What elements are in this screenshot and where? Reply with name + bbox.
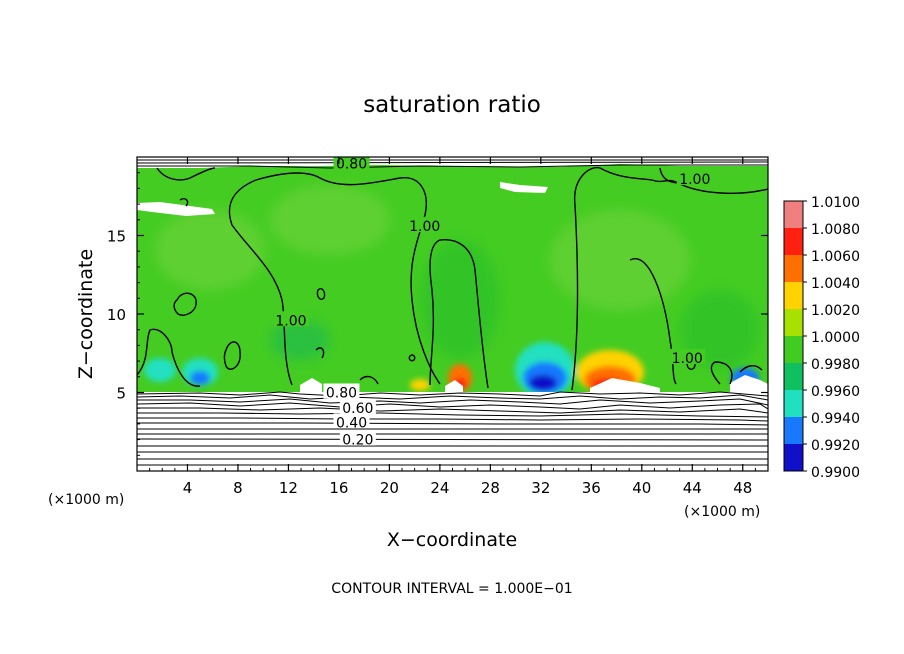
contour-label-bg [272, 311, 309, 327]
colorbar-bin [784, 444, 803, 472]
contour-label-bg [339, 399, 376, 415]
colorbar-bin [784, 201, 803, 229]
contour-label-bg [323, 383, 360, 399]
x-tick-label: 8 [233, 479, 243, 497]
y-axis-label: Z−coordinate [75, 249, 97, 379]
chart-title: saturation ratio [363, 92, 541, 118]
colorbar-bin [784, 228, 803, 256]
x-tick-label: 20 [380, 479, 399, 497]
plot-area: 0.801.001.001.001.000.800.600.400.20 [137, 156, 768, 471]
y-tick-label: 10 [107, 306, 126, 324]
contour-interval-note: CONTOUR INTERVAL = 1.000E−01 [331, 581, 572, 597]
x-tick-label: 4 [183, 479, 193, 497]
y-tick-label: 15 [107, 228, 126, 246]
contour-labels: 0.801.001.001.001.000.800.600.400.20 [275, 156, 710, 449]
colorbar-bin [784, 390, 803, 418]
colorbar-bin [784, 336, 803, 364]
x-unit-right: (×1000 m) [684, 504, 760, 520]
colorbar-label: 1.0020 [811, 303, 860, 319]
colorbar-label: 1.0100 [811, 195, 860, 211]
x-tick-label: 44 [683, 479, 702, 497]
contour-label: 0.60 [342, 401, 373, 417]
contour-label-bg [333, 157, 370, 170]
contour-label: 1.00 [275, 313, 306, 329]
contour-label: 1.00 [409, 219, 440, 235]
x-tick-label: 32 [531, 479, 550, 497]
x-tick-label: 28 [481, 479, 500, 497]
colorbar-label: 0.9920 [811, 438, 860, 454]
contour-label: 0.40 [336, 415, 367, 431]
x-tick-label: 12 [279, 479, 298, 497]
x-axis-label: X−coordinate [387, 529, 517, 551]
x-tick-label: 36 [582, 479, 601, 497]
contour-label-bg [669, 348, 706, 364]
colorbar-bin [784, 309, 803, 337]
contour-label: 0.20 [342, 433, 373, 449]
colorbar-bin [784, 363, 803, 391]
contours-base [137, 159, 768, 466]
contour-label-backgrounds [272, 157, 713, 446]
colorbar-label: 0.9900 [811, 465, 860, 481]
colorbar-label: 1.0000 [811, 330, 860, 346]
x-tick-label: 48 [733, 479, 752, 497]
colorbar-label: 0.9980 [811, 357, 860, 373]
contour-label-bg [339, 430, 376, 446]
y-tick-label: 5 [116, 385, 126, 403]
x-tick-label: 40 [632, 479, 651, 497]
contour-label: 1.00 [672, 351, 703, 367]
colorbar-bin [784, 255, 803, 283]
x-tick-label: 16 [329, 479, 348, 497]
colorbar-label: 1.0040 [811, 276, 860, 292]
contours-100 [137, 166, 768, 391]
colorbar-label: 0.9940 [811, 411, 860, 427]
colorbar-label: 1.0080 [811, 222, 860, 238]
y-axis: 5 10 15 [107, 172, 768, 456]
colorbar-label: 0.9960 [811, 384, 860, 400]
contour-label: 0.80 [326, 386, 357, 402]
colorbar: 1.0100 1.0080 1.0060 1.0040 1.0020 1.0000 0.99… [783, 195, 860, 481]
colorbar-label: 1.0060 [811, 249, 860, 265]
colorbar-bin [784, 417, 803, 445]
subcloud-region [137, 392, 768, 471]
contour-label: 0.80 [336, 156, 367, 172]
colorbar-bin [784, 282, 803, 310]
x-axis: 4 8 12 16 20 24 28 32 36 40 44 48 [149, 157, 756, 497]
x-unit-left: (×1000 m) [48, 492, 124, 508]
contour-label-bg [406, 217, 443, 233]
contour-label-bg [333, 413, 370, 429]
x-tick-label: 24 [430, 479, 449, 497]
contour-label: 1.00 [679, 172, 710, 188]
contour-label-bg [676, 169, 713, 185]
